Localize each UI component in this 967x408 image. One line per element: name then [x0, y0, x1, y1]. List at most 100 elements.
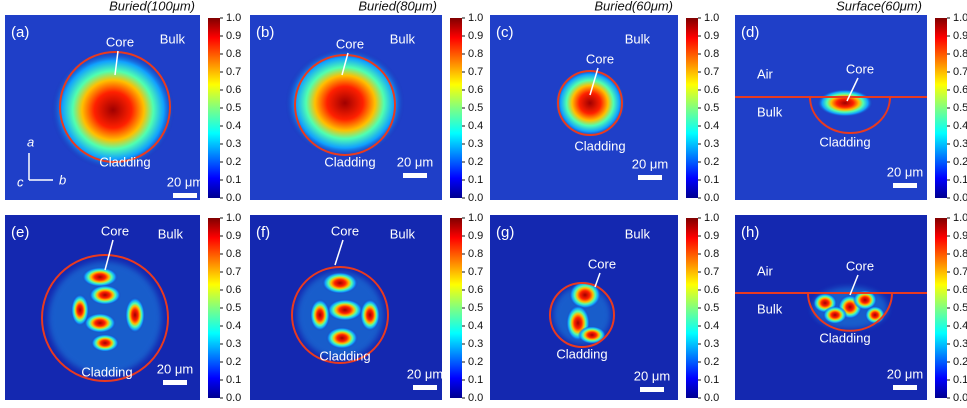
colorbar-tick-label: 0.0	[704, 392, 719, 404]
colorbar-tick-label: 0.9	[468, 30, 483, 42]
colorbar-tick-label: 0.6	[704, 284, 719, 296]
colorbar-tick-label: 0.5	[468, 102, 483, 114]
bulk-label: Bulk	[757, 301, 783, 316]
column-title: Buried(80μm)	[358, 0, 437, 13]
figure: Buried(100μm)Buried(80μm)Buried(60μm)Sur…	[0, 0, 967, 408]
intensity-spot	[554, 68, 626, 138]
colorbar-tick-label: 0.5	[704, 302, 719, 314]
scale-label: 20 μm	[397, 154, 433, 169]
colorbar-tick-label: 0.2	[226, 156, 241, 168]
colorbar-tick-label: 0.6	[226, 84, 241, 96]
colorbar-tick-label: 0.4	[468, 320, 483, 332]
scale-bar	[413, 385, 437, 390]
colorbar-tick-label: 0.2	[226, 356, 241, 368]
colorbar-tick-label: 0.3	[226, 138, 241, 150]
colorbar-tick-label: 0.0	[704, 192, 719, 204]
bulk-label: Bulk	[390, 31, 416, 46]
column-title: Buried(100μm)	[109, 0, 195, 13]
colorbar-tick-label: 0.3	[704, 338, 719, 350]
panel-label: (d)	[741, 24, 759, 41]
scale-bar	[638, 175, 662, 180]
colorbar-tick-label: 0.2	[468, 356, 483, 368]
core-label: Core	[586, 51, 614, 66]
colorbar-tick-label: 0.0	[226, 192, 241, 204]
colorbar	[686, 18, 698, 198]
colorbar-tick-label: 0.7	[953, 266, 967, 278]
colorbar-tick-label: 0.8	[226, 248, 241, 260]
colorbar-tick-label: 0.8	[704, 248, 719, 260]
colorbar-tick-label: 0.7	[468, 66, 483, 78]
air-label: Air	[757, 263, 774, 278]
colorbar	[208, 18, 220, 198]
colorbar-tick-label: 0.3	[704, 138, 719, 150]
colorbar-tick-label: 0.9	[953, 230, 967, 242]
intensity-map	[297, 272, 383, 358]
colorbar-tick-label: 0.9	[704, 30, 719, 42]
colorbar-tick-label: 0.6	[953, 284, 967, 296]
colorbar-tick-label: 0.0	[226, 392, 241, 404]
bulk-label: Bulk	[625, 31, 651, 46]
cladding-label: Cladding	[99, 154, 150, 169]
colorbar-tick-label: 0.2	[468, 156, 483, 168]
panel-label: (a)	[11, 24, 29, 41]
colorbar-tick-label: 0.4	[704, 320, 719, 332]
mode-spot	[865, 306, 885, 324]
colorbar-tick-label: 0.5	[226, 102, 241, 114]
colorbar-tick-label: 0.5	[953, 302, 967, 314]
colorbar-tick-label: 0.9	[953, 30, 967, 42]
core-label: Core	[336, 36, 364, 51]
core-label: Core	[846, 258, 874, 273]
colorbar	[686, 218, 698, 398]
mode-spot	[322, 272, 358, 294]
bulk-label: Bulk	[158, 226, 184, 241]
colorbar-tick-label: 0.4	[704, 120, 719, 132]
colorbar-tick-label: 0.5	[953, 102, 967, 114]
colorbar-tick-label: 0.1	[226, 174, 241, 186]
colorbar-tick-label: 0.4	[468, 120, 483, 132]
colorbar	[450, 18, 462, 198]
core-label: Core	[331, 223, 359, 238]
intensity-map	[554, 68, 626, 138]
colorbar-tick-label: 1.0	[226, 212, 241, 224]
core-label: Core	[846, 61, 874, 76]
colorbar-tick-label: 0.0	[953, 192, 967, 204]
colorbar-tick-label: 0.3	[226, 338, 241, 350]
colorbar-tick-label: 0.1	[953, 374, 967, 386]
bulk-label: Bulk	[390, 226, 416, 241]
colorbar-tick-label: 0.1	[468, 174, 483, 186]
colorbar-tick-label: 0.8	[468, 248, 483, 260]
scale-bar	[173, 193, 197, 198]
colorbar-tick-label: 1.0	[226, 12, 241, 24]
colorbar-tick-label: 0.4	[226, 120, 241, 132]
cladding-label: Cladding	[81, 364, 132, 379]
column-title: Buried(60μm)	[594, 0, 673, 13]
panel-label: (f)	[256, 224, 270, 241]
scale-label: 20 μm	[407, 366, 443, 381]
colorbar-tick-label: 0.9	[468, 230, 483, 242]
scale-label: 20 μm	[157, 361, 193, 376]
colorbar-tick-label: 1.0	[468, 12, 483, 24]
colorbar-tick-label: 0.4	[953, 320, 967, 332]
panel-label: (e)	[11, 224, 29, 241]
colorbar-tick-label: 0.1	[468, 374, 483, 386]
colorbar-tick-label: 0.9	[226, 30, 241, 42]
colorbar-tick-label: 0.1	[226, 374, 241, 386]
colorbar-tick-label: 0.9	[226, 230, 241, 242]
scale-label: 20 μm	[634, 368, 670, 383]
cladding-label: Cladding	[574, 138, 625, 153]
colorbar-tick-label: 0.6	[704, 84, 719, 96]
colorbar-tick-label: 0.8	[953, 48, 967, 60]
colorbar-tick-label: 0.3	[953, 138, 967, 150]
colorbar-tick-label: 1.0	[704, 12, 719, 24]
axis-label: c	[17, 174, 24, 189]
panel-label: (g)	[496, 224, 514, 241]
mode-spot	[125, 297, 145, 333]
bulk-label: Bulk	[160, 31, 186, 46]
colorbar-tick-label: 0.7	[226, 266, 241, 278]
